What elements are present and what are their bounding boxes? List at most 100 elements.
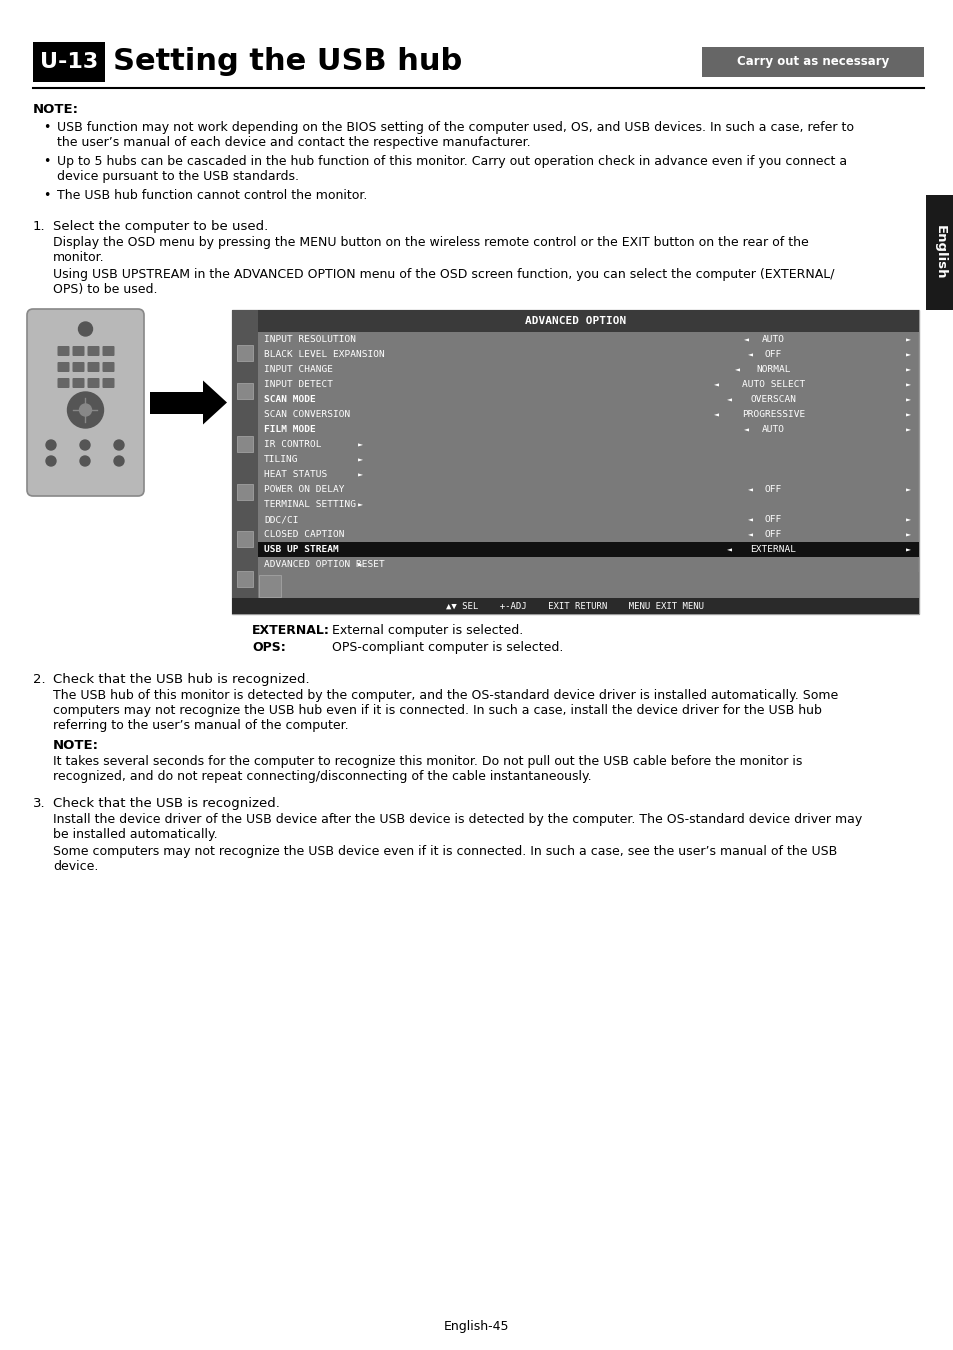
Text: ◄: ◄ — [714, 410, 719, 420]
FancyBboxPatch shape — [257, 572, 918, 598]
Text: ◄: ◄ — [714, 381, 719, 389]
FancyBboxPatch shape — [72, 346, 85, 356]
FancyBboxPatch shape — [236, 532, 253, 548]
Text: ◄: ◄ — [747, 350, 752, 359]
FancyBboxPatch shape — [102, 362, 114, 373]
Text: ►: ► — [905, 396, 910, 404]
Text: Install the device driver of the USB device after the USB device is detected by : Install the device driver of the USB dev… — [53, 813, 862, 841]
Text: Check that the USB is recognized.: Check that the USB is recognized. — [53, 796, 279, 810]
Text: OFF: OFF — [764, 516, 781, 524]
Text: Display the OSD menu by pressing the MENU button on the wireless remote control : Display the OSD menu by pressing the MEN… — [53, 236, 808, 265]
Text: ►: ► — [357, 501, 363, 509]
Circle shape — [80, 440, 90, 450]
Circle shape — [80, 456, 90, 466]
FancyBboxPatch shape — [258, 575, 281, 597]
Text: OPS-compliant computer is selected.: OPS-compliant computer is selected. — [332, 641, 563, 653]
Text: ►: ► — [905, 381, 910, 389]
Text: Carry out as necessary: Carry out as necessary — [736, 55, 888, 69]
Text: ►: ► — [905, 366, 910, 374]
Text: OVERSCAN: OVERSCAN — [750, 396, 796, 404]
Text: AUTO: AUTO — [761, 335, 784, 344]
Text: •: • — [43, 122, 51, 134]
Text: ►: ► — [905, 545, 910, 555]
Text: CLOSED CAPTION: CLOSED CAPTION — [264, 531, 344, 539]
FancyBboxPatch shape — [701, 47, 923, 77]
FancyBboxPatch shape — [27, 309, 144, 495]
Circle shape — [79, 404, 91, 416]
Polygon shape — [203, 381, 227, 424]
Text: TILING: TILING — [264, 455, 298, 464]
FancyBboxPatch shape — [232, 310, 918, 332]
Text: ◄: ◄ — [735, 366, 740, 374]
Text: ►: ► — [905, 516, 910, 524]
Text: Check that the USB hub is recognized.: Check that the USB hub is recognized. — [53, 674, 310, 686]
Text: OFF: OFF — [764, 350, 781, 359]
Text: AUTO SELECT: AUTO SELECT — [741, 381, 804, 389]
Text: 1.: 1. — [33, 220, 46, 234]
Text: IR CONTROL: IR CONTROL — [264, 440, 321, 450]
FancyBboxPatch shape — [257, 541, 918, 558]
FancyBboxPatch shape — [236, 436, 253, 452]
FancyBboxPatch shape — [57, 362, 70, 373]
FancyBboxPatch shape — [57, 346, 70, 356]
FancyBboxPatch shape — [72, 362, 85, 373]
FancyBboxPatch shape — [33, 42, 105, 82]
Text: DDC/CI: DDC/CI — [264, 516, 298, 524]
Circle shape — [113, 440, 124, 450]
Text: OFF: OFF — [764, 485, 781, 494]
Text: ◄: ◄ — [726, 545, 731, 555]
FancyBboxPatch shape — [150, 392, 203, 413]
Text: External computer is selected.: External computer is selected. — [332, 624, 522, 637]
Text: ►: ► — [905, 425, 910, 435]
Text: Using USB UPSTREAM in the ADVANCED OPTION menu of the OSD screen function, you c: Using USB UPSTREAM in the ADVANCED OPTIO… — [53, 269, 834, 296]
FancyBboxPatch shape — [236, 483, 253, 499]
Text: ►: ► — [357, 560, 363, 570]
Text: ►: ► — [905, 531, 910, 539]
Text: NORMAL: NORMAL — [756, 366, 790, 374]
Text: ►: ► — [357, 455, 363, 464]
FancyBboxPatch shape — [236, 382, 253, 398]
Text: SCAN CONVERSION: SCAN CONVERSION — [264, 410, 350, 420]
Text: ◄: ◄ — [726, 396, 731, 404]
Text: •: • — [43, 189, 51, 202]
Text: POWER ON DELAY: POWER ON DELAY — [264, 485, 344, 494]
Text: ▲▼ SEL    +-ADJ    EXIT RETURN    MENU EXIT MENU: ▲▼ SEL +-ADJ EXIT RETURN MENU EXIT MENU — [446, 602, 703, 610]
Text: TERMINAL SETTING: TERMINAL SETTING — [264, 501, 355, 509]
Text: ◄: ◄ — [747, 531, 752, 539]
Circle shape — [78, 323, 92, 336]
Text: Some computers may not recognize the USB device even if it is connected. In such: Some computers may not recognize the USB… — [53, 845, 837, 873]
Text: HEAT STATUS: HEAT STATUS — [264, 470, 327, 479]
Text: ►: ► — [357, 440, 363, 450]
Text: •: • — [43, 155, 51, 167]
Text: NOTE:: NOTE: — [33, 103, 79, 116]
Text: EXTERNAL: EXTERNAL — [750, 545, 796, 555]
FancyBboxPatch shape — [88, 346, 99, 356]
Text: BLACK LEVEL EXPANSION: BLACK LEVEL EXPANSION — [264, 350, 384, 359]
Text: ADVANCED OPTION RESET: ADVANCED OPTION RESET — [264, 560, 384, 570]
FancyBboxPatch shape — [72, 378, 85, 387]
Text: ►: ► — [905, 335, 910, 344]
Text: English-45: English-45 — [444, 1320, 509, 1332]
Text: Select the computer to be used.: Select the computer to be used. — [53, 220, 268, 234]
FancyBboxPatch shape — [232, 598, 918, 614]
Text: OFF: OFF — [764, 531, 781, 539]
FancyBboxPatch shape — [88, 378, 99, 387]
Text: Up to 5 hubs can be cascaded in the hub function of this monitor. Carry out oper: Up to 5 hubs can be cascaded in the hub … — [57, 155, 846, 184]
Text: ◄: ◄ — [747, 485, 752, 494]
FancyBboxPatch shape — [236, 346, 253, 362]
FancyBboxPatch shape — [88, 362, 99, 373]
Text: USB UP STREAM: USB UP STREAM — [264, 545, 338, 555]
Text: OPS:: OPS: — [252, 641, 286, 653]
Text: AUTO: AUTO — [761, 425, 784, 435]
Text: USB function may not work depending on the BIOS setting of the computer used, OS: USB function may not work depending on t… — [57, 122, 853, 148]
Text: U-13: U-13 — [40, 53, 98, 72]
Text: EXTERNAL:: EXTERNAL: — [252, 624, 330, 637]
Text: Setting the USB hub: Setting the USB hub — [112, 47, 462, 77]
Circle shape — [68, 392, 103, 428]
Text: It takes several seconds for the computer to recognize this monitor. Do not pull: It takes several seconds for the compute… — [53, 755, 801, 783]
Text: ►: ► — [357, 470, 363, 479]
Circle shape — [46, 440, 56, 450]
FancyBboxPatch shape — [232, 310, 918, 614]
Text: NOTE:: NOTE: — [53, 738, 99, 752]
Text: SCAN MODE: SCAN MODE — [264, 396, 315, 404]
